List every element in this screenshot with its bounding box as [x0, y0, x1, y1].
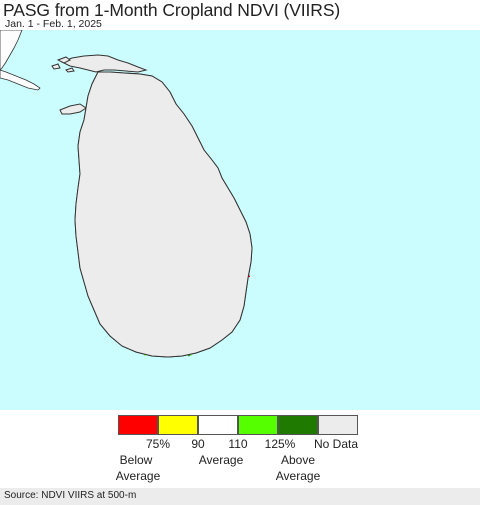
legend-swatch-above-125 — [278, 415, 318, 435]
legend-caption-above: Above — [280, 453, 316, 467]
jaffna-peninsula — [60, 54, 148, 73]
legend-tick-90: 90 — [191, 437, 205, 451]
legend-tick-110: 110 — [228, 437, 248, 451]
legend-caption-average: Average — [198, 453, 244, 467]
ndvi-pixel — [143, 354, 146, 356]
source-credit: Source: NDVI VIIRS at 500-m — [4, 490, 137, 501]
sri-lanka-ndvi-map — [0, 30, 480, 410]
legend-tick-no-data: No Data — [313, 437, 359, 451]
legend-caption-above-average: Average — [275, 469, 321, 483]
ndvi-pixel — [248, 275, 250, 278]
map-title: PASG from 1-Month Cropland NDVI (VIIRS) — [3, 0, 341, 20]
legend-swatch-90-110 — [198, 415, 238, 435]
mannar-island — [59, 103, 87, 115]
legend-tick-125: 125% — [264, 437, 296, 451]
north-islands — [51, 56, 75, 73]
legend-swatch-75-90 — [158, 415, 198, 435]
legend-caption-below-average: Average — [115, 469, 161, 483]
date-range: Jan. 1 - Feb. 1, 2025 — [5, 18, 102, 30]
india-landmass — [0, 30, 23, 71]
india-peninsula — [0, 69, 41, 91]
legend-swatch-no-data — [318, 415, 358, 435]
legend-caption-below: Below — [119, 453, 153, 467]
legend-swatch-110-125 — [238, 415, 278, 435]
ndvi-pixel — [189, 354, 192, 356]
footer: Source: NDVI VIIRS at 500-m — [0, 488, 480, 505]
legend-swatch-below-75 — [118, 415, 158, 435]
ndvi-pixel — [188, 354, 190, 357]
legend: 75% 90 110 125% No Data Below Average Av… — [0, 410, 480, 488]
legend-tick-75: 75% — [145, 437, 171, 451]
